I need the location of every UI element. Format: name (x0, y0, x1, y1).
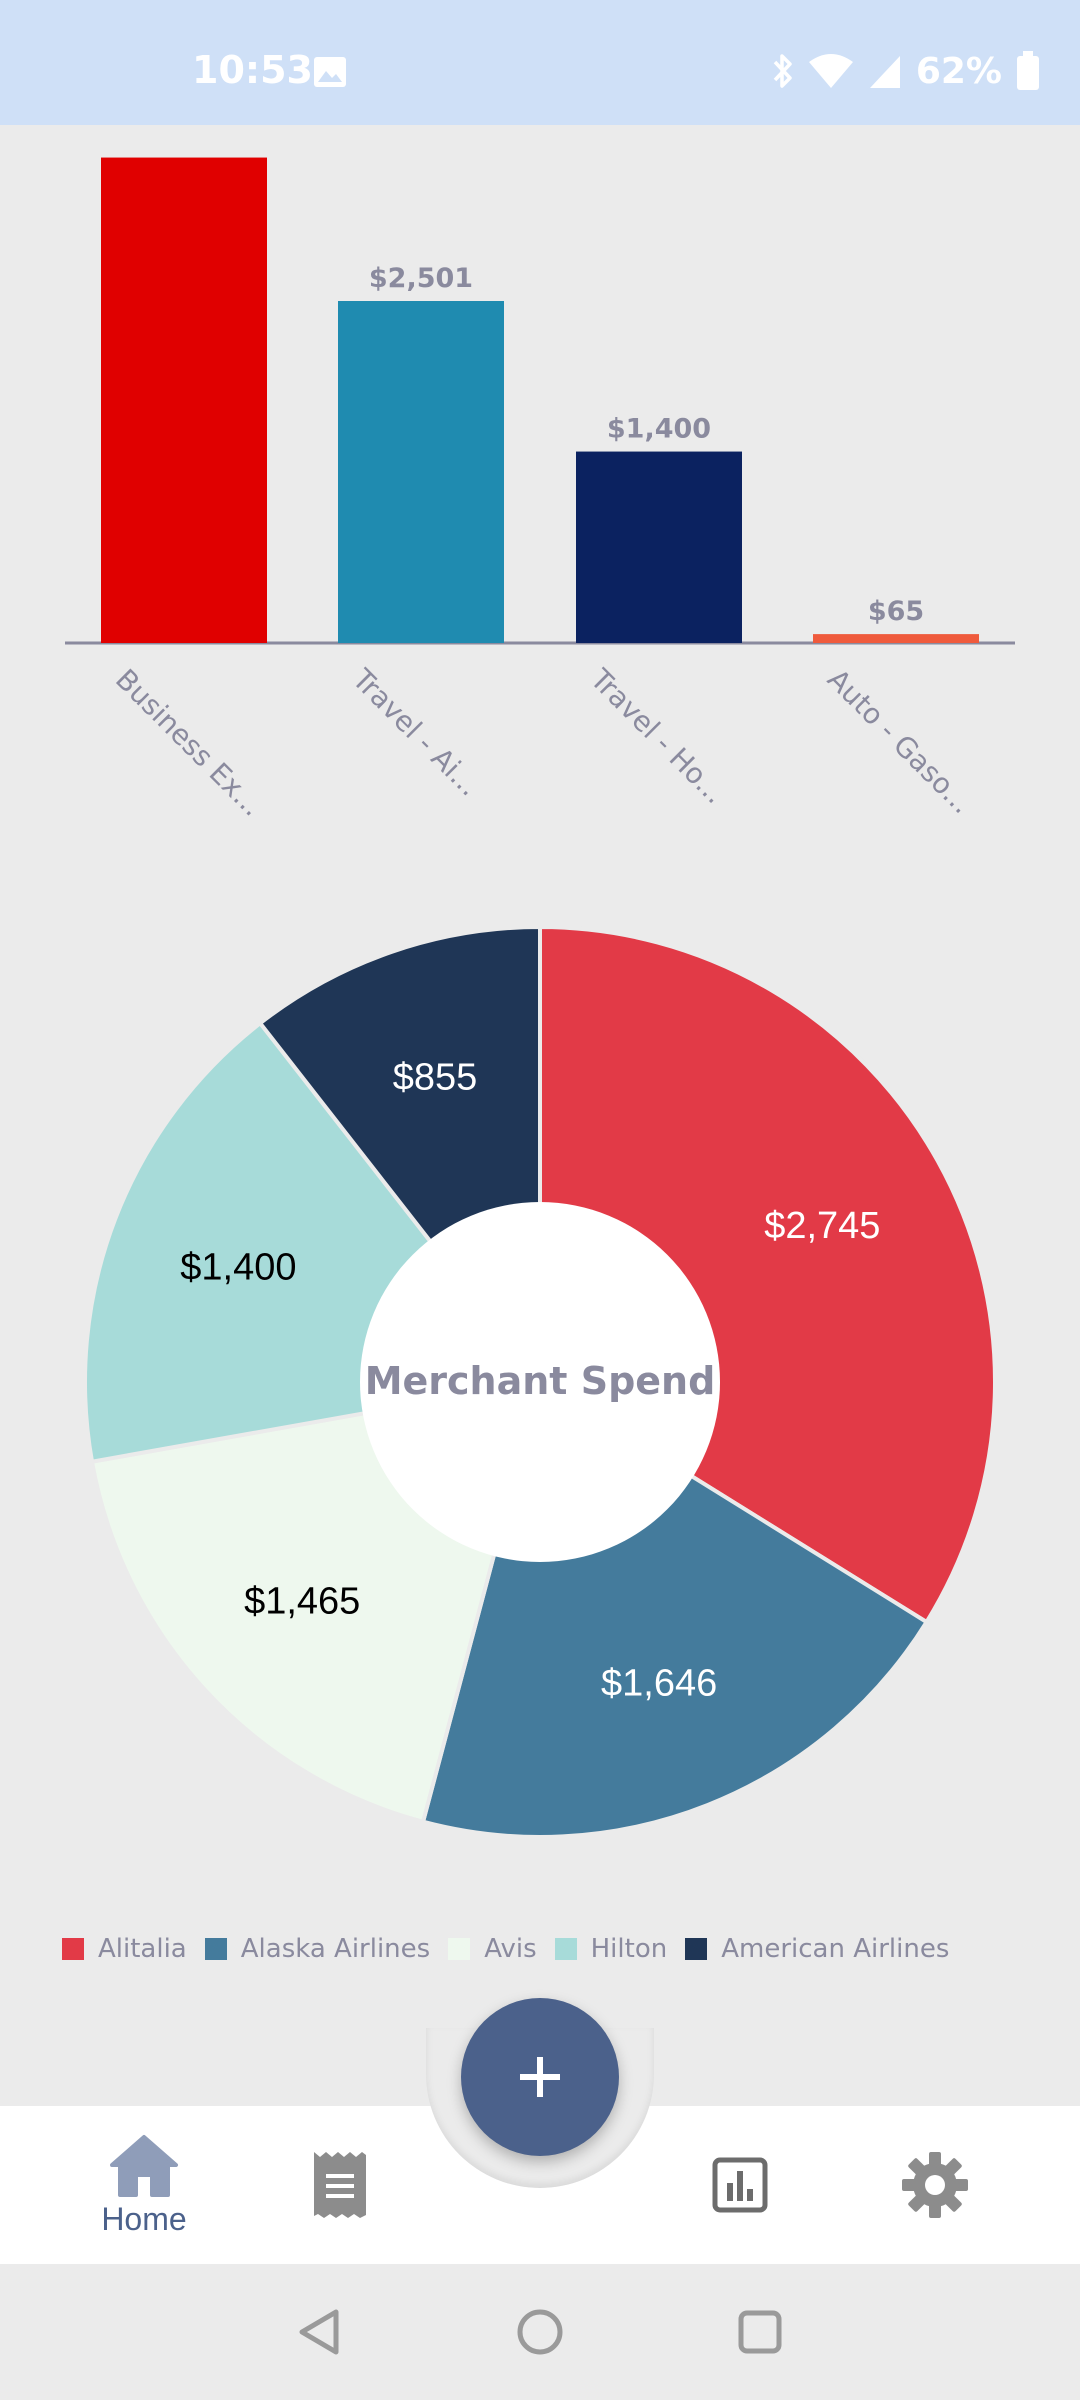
category-bar-chart: Business Ex... $2,501 Travel - Ai... $1,400… (65, 157, 1015, 823)
bar-tick-label: Business Ex... (109, 663, 269, 823)
bar-tick-label: Travel - Ai... (345, 662, 486, 803)
donut-hole (360, 1202, 720, 1562)
gear-icon (900, 2150, 970, 2220)
nav-home[interactable]: Home (84, 2106, 204, 2264)
legend-swatch (62, 1938, 84, 1960)
bar-data-label: $65 (868, 596, 924, 627)
bar-tick-label: Auto - Gaso... (821, 663, 978, 820)
status-time: 10:53 (192, 48, 313, 92)
home-icon (108, 2133, 180, 2197)
bar[interactable] (813, 634, 979, 643)
nav-home-label: Home (101, 2200, 187, 2237)
battery-percent: 62% (915, 50, 1002, 92)
pie-data-label: $1,465 (244, 1581, 360, 1623)
bar-data-label: $2,501 (369, 263, 473, 294)
image-icon (313, 56, 347, 88)
legend-label: Alitalia (98, 1934, 187, 1964)
bar[interactable] (101, 157, 267, 643)
legend-label: Avis (484, 1934, 537, 1964)
status-icons: 62% (772, 48, 1040, 94)
bar-data-label: $1,400 (607, 414, 711, 445)
donut-center-title: Merchant Spend (365, 1359, 716, 1403)
pie-data-label: $1,646 (601, 1662, 717, 1704)
legend-swatch (685, 1938, 708, 1960)
pie-data-label: $2,745 (764, 1205, 880, 1247)
receipt-icon (312, 2150, 368, 2220)
home-circle-icon[interactable] (512, 2304, 568, 2360)
pie-data-label: $855 (393, 1057, 478, 1099)
merchant-spend-donut-chart: $2,745 $1,646 $1,465 $1,400 $855 Merchant Spe… (83, 924, 997, 1839)
recents-icon[interactable] (732, 2304, 788, 2360)
legend-label: Alaska Airlines (240, 1934, 431, 1964)
legend-item[interactable]: Hilton (554, 1934, 668, 1964)
legend-swatch (448, 1938, 471, 1960)
nav-receipts[interactable] (290, 2106, 390, 2264)
legend-swatch (204, 1938, 227, 1960)
nav-settings[interactable] (885, 2106, 985, 2264)
legend-item[interactable]: Alaska Airlines (204, 1934, 431, 1964)
bar[interactable] (338, 301, 504, 643)
bar[interactable] (576, 451, 742, 643)
signal-icon (868, 52, 902, 90)
status-bar: 10:53 62% (0, 0, 1080, 125)
legend-label: American Airlines (721, 1934, 950, 1964)
plus-icon (518, 2055, 562, 2099)
back-icon[interactable] (292, 2304, 348, 2360)
legend-swatch (554, 1938, 577, 1960)
legend-item[interactable]: Alitalia (62, 1934, 187, 1964)
pie-data-label: $1,400 (180, 1246, 296, 1288)
chart-legend: Alitalia Alaska Airlines Avis Hilton Ame… (62, 1932, 1062, 1966)
battery-icon (1016, 51, 1040, 91)
bluetooth-icon (772, 52, 794, 90)
bar-chart-icon (712, 2157, 768, 2213)
add-button[interactable] (461, 1998, 619, 2156)
bar-tick-label: Travel - Ho... (583, 662, 731, 810)
system-navigation (0, 2264, 1080, 2400)
legend-item[interactable]: American Airlines (685, 1934, 949, 1964)
legend-label: Hilton (590, 1934, 668, 1964)
nav-reports[interactable] (690, 2106, 790, 2264)
wifi-icon (808, 52, 854, 90)
legend-item[interactable]: Avis (448, 1934, 537, 1964)
